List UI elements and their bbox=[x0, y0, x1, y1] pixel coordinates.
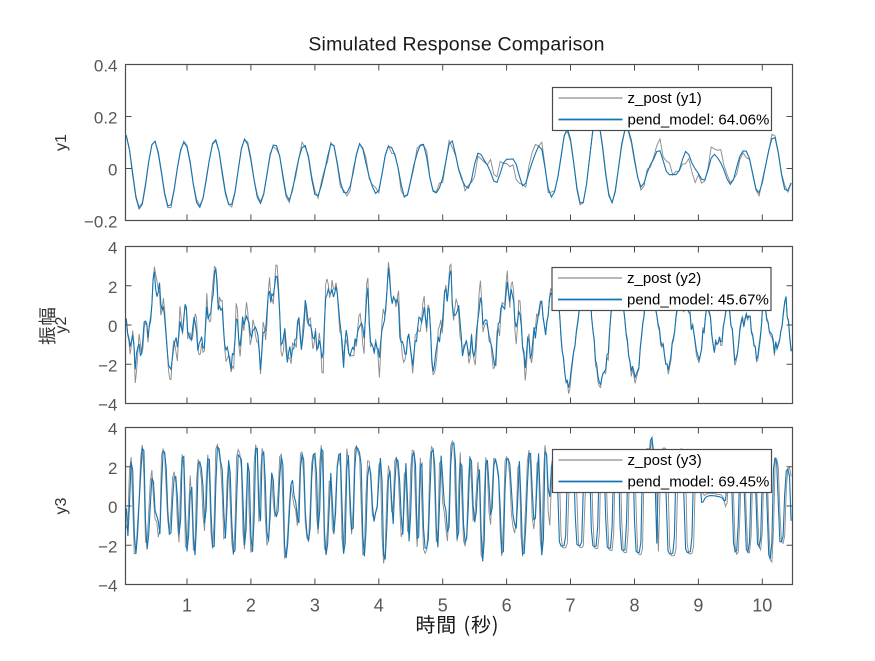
svg-text:pend_model: 69.45%: pend_model: 69.45% bbox=[628, 474, 770, 491]
svg-text:Simulated Response Comparison: Simulated Response Comparison bbox=[308, 34, 604, 56]
svg-text:2: 2 bbox=[108, 278, 117, 297]
svg-text:4: 4 bbox=[374, 596, 384, 616]
svg-text:pend_model: 45.67%: pend_model: 45.67% bbox=[627, 292, 769, 309]
svg-text:4: 4 bbox=[108, 239, 117, 258]
svg-text:10: 10 bbox=[752, 596, 772, 616]
svg-text:pend_model: 64.06%: pend_model: 64.06% bbox=[628, 112, 770, 129]
svg-text:z_post (y3): z_post (y3) bbox=[628, 452, 702, 469]
svg-text:−2: −2 bbox=[98, 537, 117, 556]
svg-text:z_post (y1): z_post (y1) bbox=[628, 90, 702, 107]
svg-text:0.4: 0.4 bbox=[94, 57, 118, 76]
svg-text:0: 0 bbox=[108, 498, 117, 517]
svg-text:5: 5 bbox=[438, 596, 448, 616]
svg-text:−2: −2 bbox=[98, 356, 117, 375]
svg-text:3: 3 bbox=[310, 596, 320, 616]
svg-text:y1: y1 bbox=[53, 134, 70, 151]
svg-text:−4: −4 bbox=[98, 396, 117, 415]
svg-text:0: 0 bbox=[108, 161, 117, 180]
svg-text:−4: −4 bbox=[98, 577, 117, 596]
svg-text:y3: y3 bbox=[53, 497, 70, 514]
svg-text:9: 9 bbox=[693, 596, 703, 616]
svg-text:8: 8 bbox=[629, 596, 639, 616]
svg-text:6: 6 bbox=[502, 596, 512, 616]
svg-text:z_post (y2): z_post (y2) bbox=[627, 270, 701, 287]
svg-text:2: 2 bbox=[108, 459, 117, 478]
svg-text:−0.2: −0.2 bbox=[84, 213, 118, 232]
svg-text:4: 4 bbox=[108, 420, 117, 439]
svg-text:0.2: 0.2 bbox=[94, 109, 118, 128]
svg-text:7: 7 bbox=[566, 596, 576, 616]
svg-text:1: 1 bbox=[182, 596, 192, 616]
svg-text:0: 0 bbox=[108, 317, 117, 336]
svg-text:2: 2 bbox=[246, 596, 256, 616]
svg-text:y2: y2 bbox=[53, 316, 70, 333]
